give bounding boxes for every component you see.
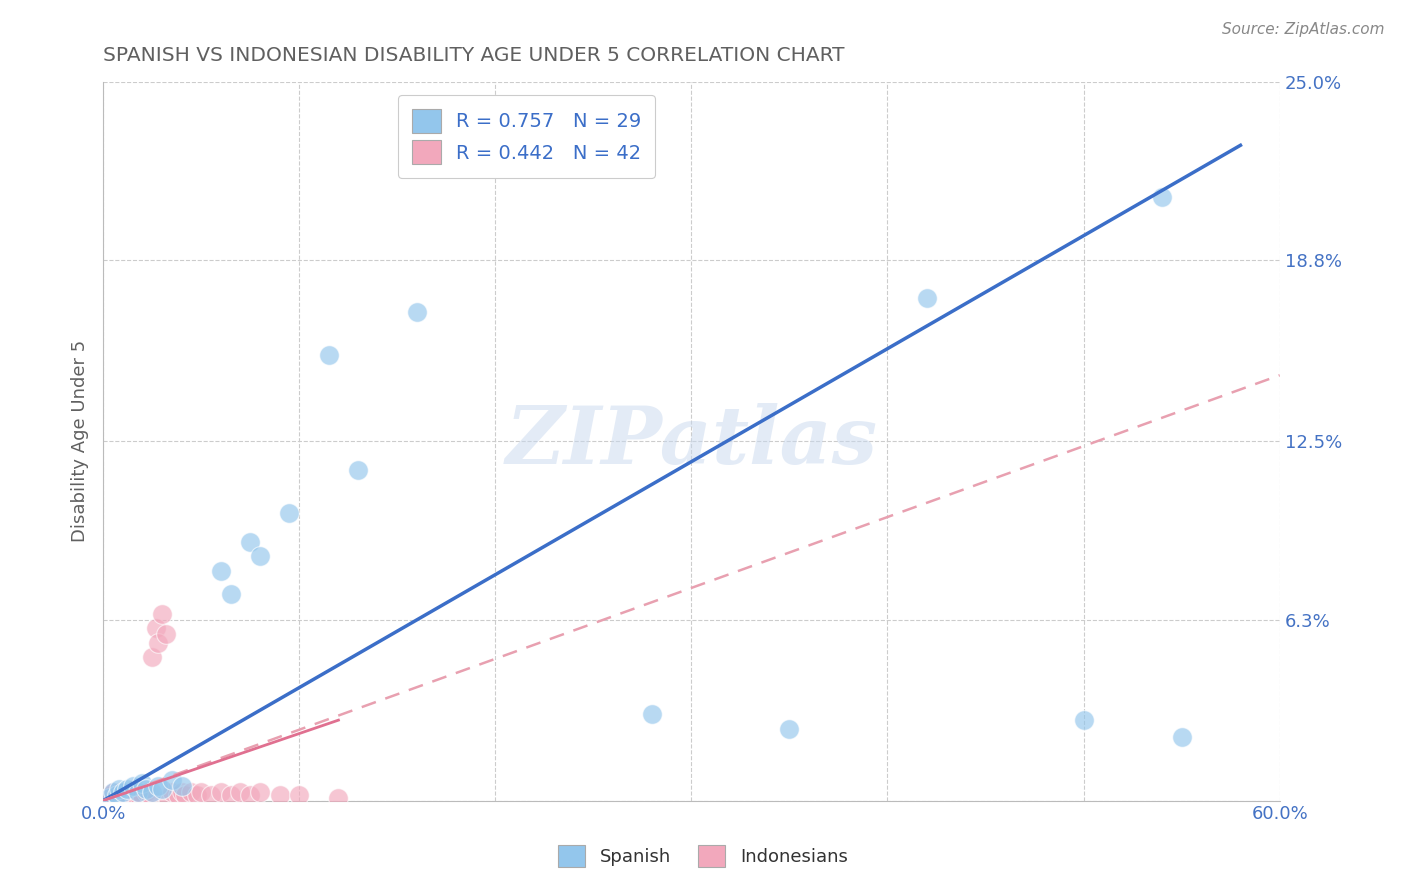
Text: ZIPatlas: ZIPatlas (505, 402, 877, 480)
Text: SPANISH VS INDONESIAN DISABILITY AGE UNDER 5 CORRELATION CHART: SPANISH VS INDONESIAN DISABILITY AGE UND… (103, 46, 845, 65)
Point (288, 788, 311, 802)
Point (101, 785, 124, 799)
Point (98, 790, 121, 805)
Point (239, 788, 262, 802)
Point (249, 785, 271, 799)
Point (121, 788, 143, 802)
Point (121, 779, 143, 793)
Point (141, 649, 163, 664)
Point (1170, 731, 1192, 745)
Point (328, 790, 350, 805)
Point (135, 782, 157, 797)
Point (100, 788, 122, 802)
Point (108, 785, 131, 799)
Point (131, 776, 153, 790)
Point (269, 788, 291, 802)
Point (160, 785, 183, 799)
Point (174, 788, 197, 802)
Point (219, 788, 242, 802)
Point (101, 785, 124, 799)
Point (139, 788, 162, 802)
Legend: Spanish, Indonesians: Spanish, Indonesians (551, 838, 855, 874)
Point (778, 722, 800, 736)
Point (170, 785, 193, 799)
Point (155, 627, 177, 641)
Point (249, 549, 271, 564)
Point (156, 790, 179, 805)
Point (115, 782, 138, 797)
Point (278, 506, 301, 520)
Point (129, 790, 152, 805)
Point (150, 782, 173, 797)
Point (186, 788, 208, 802)
Point (124, 782, 146, 797)
Point (141, 785, 163, 799)
Point (111, 785, 134, 799)
Point (105, 788, 128, 802)
Point (239, 535, 262, 549)
Point (166, 788, 188, 802)
Point (114, 785, 136, 799)
Point (146, 779, 169, 793)
Point (108, 782, 131, 797)
Point (200, 788, 222, 802)
Point (170, 779, 193, 793)
Point (209, 785, 232, 799)
Point (145, 621, 167, 635)
Legend: R = 0.757   N = 29, R = 0.442   N = 42: R = 0.757 N = 29, R = 0.442 N = 42 (398, 95, 655, 178)
Point (180, 785, 202, 799)
Point (110, 790, 132, 805)
Point (125, 788, 148, 802)
Point (105, 788, 128, 802)
Point (117, 790, 139, 805)
Y-axis label: Disability Age Under 5: Disability Age Under 5 (72, 340, 89, 542)
Point (104, 790, 127, 805)
Point (219, 587, 242, 601)
Point (96, 790, 118, 805)
Point (1150, 190, 1173, 204)
Point (150, 607, 173, 621)
Point (229, 785, 252, 799)
Point (146, 635, 169, 649)
Point (111, 788, 134, 802)
Point (209, 564, 232, 578)
Point (120, 785, 142, 799)
Point (347, 463, 370, 477)
Point (160, 773, 183, 788)
Point (127, 785, 149, 799)
Point (915, 291, 938, 305)
Point (405, 305, 427, 319)
Point (190, 785, 212, 799)
Point (115, 788, 138, 802)
Point (127, 785, 149, 799)
Point (135, 785, 157, 799)
Point (1073, 713, 1095, 727)
Point (131, 788, 153, 802)
Text: Source: ZipAtlas.com: Source: ZipAtlas.com (1222, 22, 1385, 37)
Point (641, 707, 664, 722)
Point (318, 348, 340, 362)
